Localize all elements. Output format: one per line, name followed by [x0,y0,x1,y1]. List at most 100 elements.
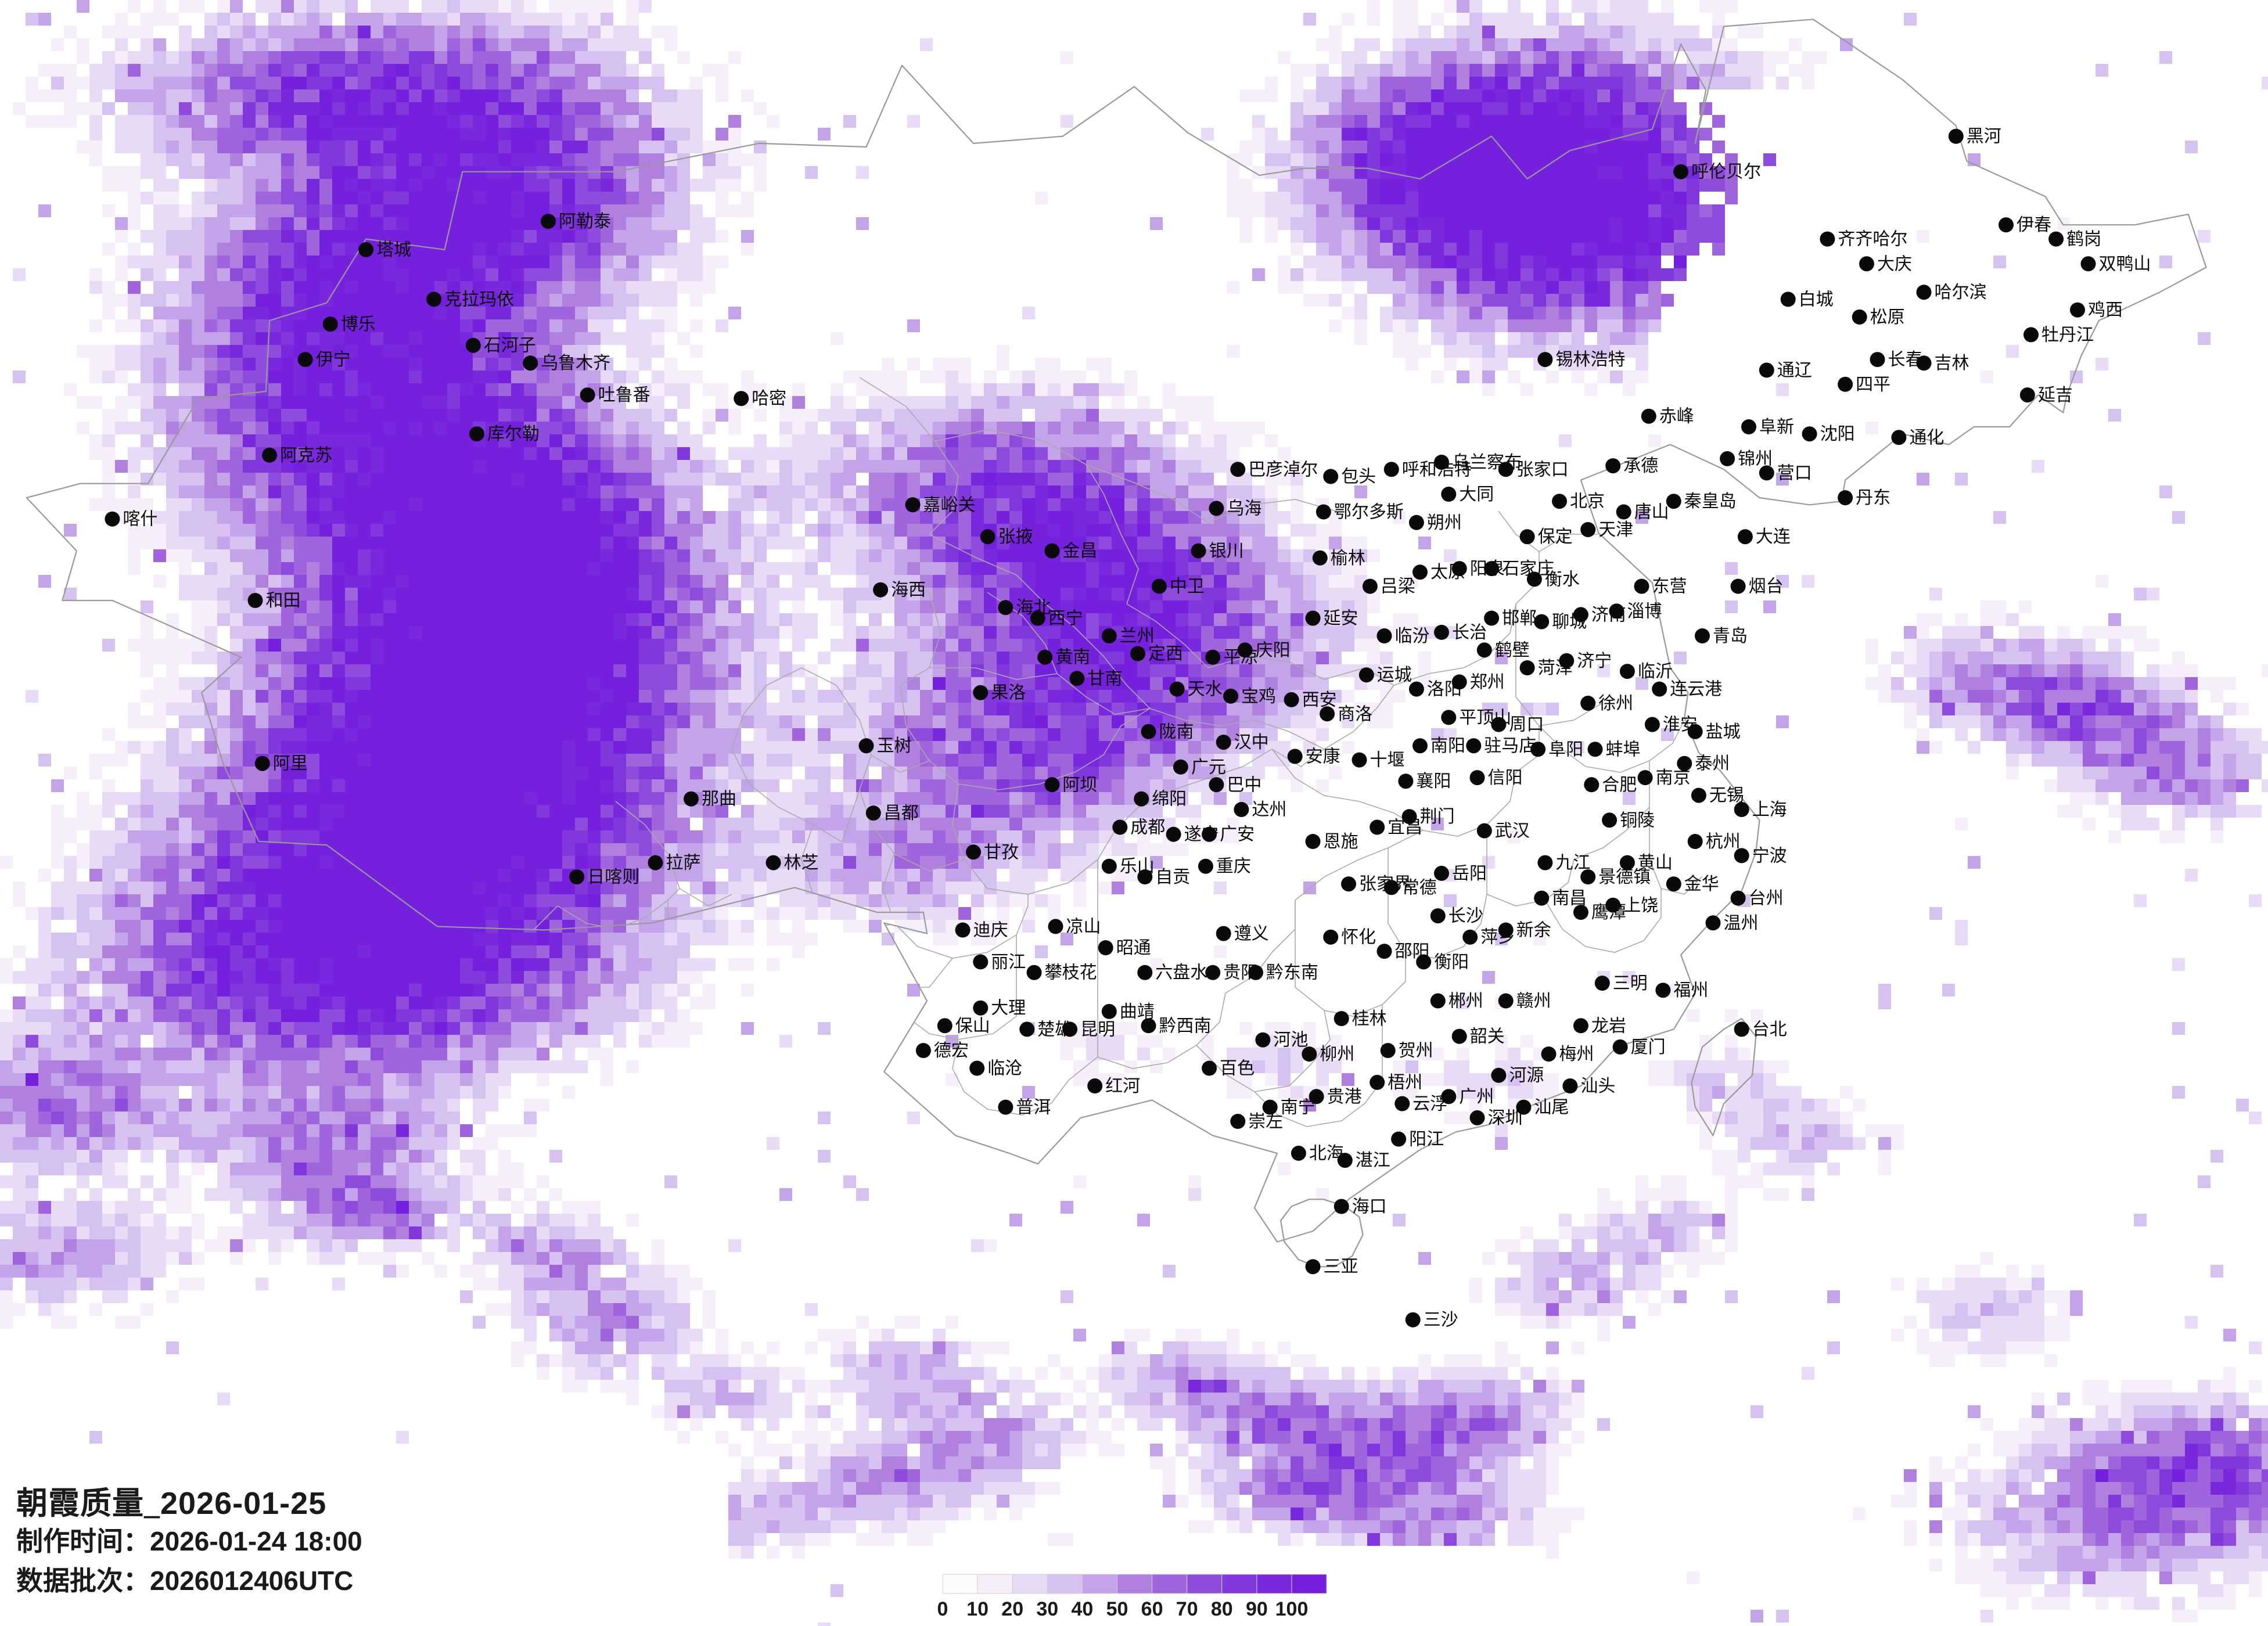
svg-text:阜阳: 阜阳 [1548,740,1583,759]
svg-text:曲靖: 曲靖 [1120,1002,1155,1021]
svg-text:北京: 北京 [1570,492,1605,511]
svg-text:喀什: 喀什 [123,510,157,529]
svg-text:杭州: 杭州 [1706,832,1741,851]
svg-text:巴彦淖尔: 巴彦淖尔 [1248,460,1318,479]
svg-text:温州: 温州 [1724,913,1759,933]
svg-text:宝鸡: 宝鸡 [1241,687,1276,706]
svg-text:南宁: 南宁 [1281,1098,1315,1117]
svg-text:梅州: 梅州 [1559,1045,1594,1064]
svg-text:乌兰察布: 乌兰察布 [1452,453,1522,472]
svg-text:邯郸: 邯郸 [1502,609,1537,628]
svg-text:遂宁: 遂宁 [1184,825,1219,844]
svg-text:锦州: 锦州 [1738,449,1773,469]
svg-text:赣州: 赣州 [1516,992,1551,1011]
svg-text:昆明: 昆明 [1080,1020,1115,1039]
svg-text:保山: 保山 [955,1016,990,1035]
svg-text:桂林: 桂林 [1352,1009,1387,1028]
svg-text:南京: 南京 [1656,768,1691,787]
svg-text:博乐: 博乐 [341,315,376,334]
svg-text:90: 90 [1246,1598,1268,1620]
svg-text:临汾: 临汾 [1395,627,1430,646]
svg-text:景德镇: 景德镇 [1598,868,1651,887]
svg-text:30: 30 [1036,1598,1058,1620]
svg-text:济南: 济南 [1591,605,1626,624]
svg-text:榆林: 榆林 [1331,549,1365,568]
svg-text:连云港: 连云港 [1670,680,1722,699]
svg-text:百色: 百色 [1220,1059,1255,1078]
svg-text:泰州: 泰州 [1695,754,1730,774]
svg-text:白城: 白城 [1799,290,1834,309]
svg-text:宁波: 宁波 [1752,846,1787,865]
svg-text:和田: 和田 [266,591,301,610]
svg-text:哈密: 哈密 [752,389,786,408]
svg-text:云浮: 云浮 [1412,1095,1447,1114]
svg-text:柳州: 柳州 [1320,1045,1354,1064]
svg-text:通化: 通化 [1909,428,1944,447]
svg-text:保定: 保定 [1538,527,1573,546]
svg-text:赤峰: 赤峰 [1659,407,1694,426]
svg-text:呼伦贝尔: 呼伦贝尔 [1691,163,1761,182]
svg-text:林芝: 林芝 [784,854,819,873]
svg-text:塔城: 塔城 [376,240,411,260]
svg-text:日喀则: 日喀则 [587,868,639,887]
svg-text:海西: 海西 [891,581,926,600]
svg-text:黑河: 黑河 [1967,127,2001,146]
svg-text:吐鲁番: 吐鲁番 [598,386,650,405]
svg-text:崇左: 崇左 [1248,1112,1283,1131]
svg-text:重庆: 重庆 [1216,857,1251,876]
svg-text:广元: 广元 [1191,758,1226,777]
svg-text:上海: 上海 [1752,800,1787,819]
svg-text:红河: 红河 [1105,1077,1140,1096]
svg-text:汕头: 汕头 [1580,1077,1615,1096]
svg-text:大庆: 大庆 [1877,254,1912,274]
svg-text:双鸭山: 双鸭山 [2099,254,2151,274]
svg-text:徐州: 徐州 [1598,694,1633,713]
svg-text:天水: 天水 [1188,680,1223,699]
svg-text:张家口: 张家口 [1516,460,1569,479]
svg-text:阜新: 阜新 [1759,418,1794,437]
svg-text:周口: 周口 [1509,715,1544,735]
svg-text:济宁: 济宁 [1577,652,1612,671]
svg-text:阿里: 阿里 [273,754,308,774]
svg-text:10: 10 [966,1598,989,1620]
svg-text:萍乡: 萍乡 [1480,928,1515,947]
svg-text:营口: 营口 [1777,463,1812,483]
svg-text:丹东: 丹东 [1856,488,1890,508]
svg-text:无锡: 无锡 [1709,786,1744,805]
svg-text:黄南: 黄南 [1055,648,1090,667]
svg-text:龙岩: 龙岩 [1591,1016,1626,1035]
svg-text:九江: 九江 [1555,854,1590,873]
svg-text:厦门: 厦门 [1631,1038,1666,1057]
svg-text:南阳: 南阳 [1430,736,1465,756]
svg-text:铜陵: 铜陵 [1620,811,1655,830]
svg-text:乌海: 乌海 [1227,499,1261,518]
svg-text:平顶山: 平顶山 [1459,708,1511,727]
svg-text:凉山: 凉山 [1066,917,1101,936]
svg-text:绵阳: 绵阳 [1152,790,1187,809]
svg-text:阳泉: 阳泉 [1470,559,1505,578]
svg-text:聊城: 聊城 [1552,613,1587,632]
svg-text:驻马店: 驻马店 [1484,736,1536,756]
svg-text:攀枝花: 攀枝花 [1045,963,1097,983]
svg-text:20: 20 [1001,1598,1023,1620]
svg-text:海口: 海口 [1352,1197,1387,1217]
svg-text:淮安: 淮安 [1663,715,1698,735]
svg-text:60: 60 [1141,1598,1163,1620]
svg-text:汉中: 汉中 [1234,733,1269,752]
svg-text:延吉: 延吉 [2038,386,2073,405]
svg-text:郑州: 郑州 [1470,672,1505,692]
svg-text:黔西南: 黔西南 [1159,1016,1212,1035]
svg-text:库尔勒: 库尔勒 [487,425,540,444]
svg-text:通辽: 通辽 [1777,361,1812,380]
svg-text:楚雄: 楚雄 [1037,1020,1072,1039]
svg-text:长春: 长春 [1888,350,1923,369]
svg-text:石河子: 石河子 [484,336,536,355]
svg-text:陇南: 陇南 [1159,722,1194,742]
svg-text:鄂尔多斯: 鄂尔多斯 [1334,503,1404,522]
svg-text:鹤壁: 鹤壁 [1495,641,1530,660]
svg-text:青岛: 青岛 [1713,627,1748,646]
svg-text:四平: 四平 [1856,375,1890,394]
svg-text:衡水: 衡水 [1545,570,1580,589]
svg-text:湛江: 湛江 [1356,1151,1390,1170]
svg-text:果洛: 果洛 [991,684,1026,703]
